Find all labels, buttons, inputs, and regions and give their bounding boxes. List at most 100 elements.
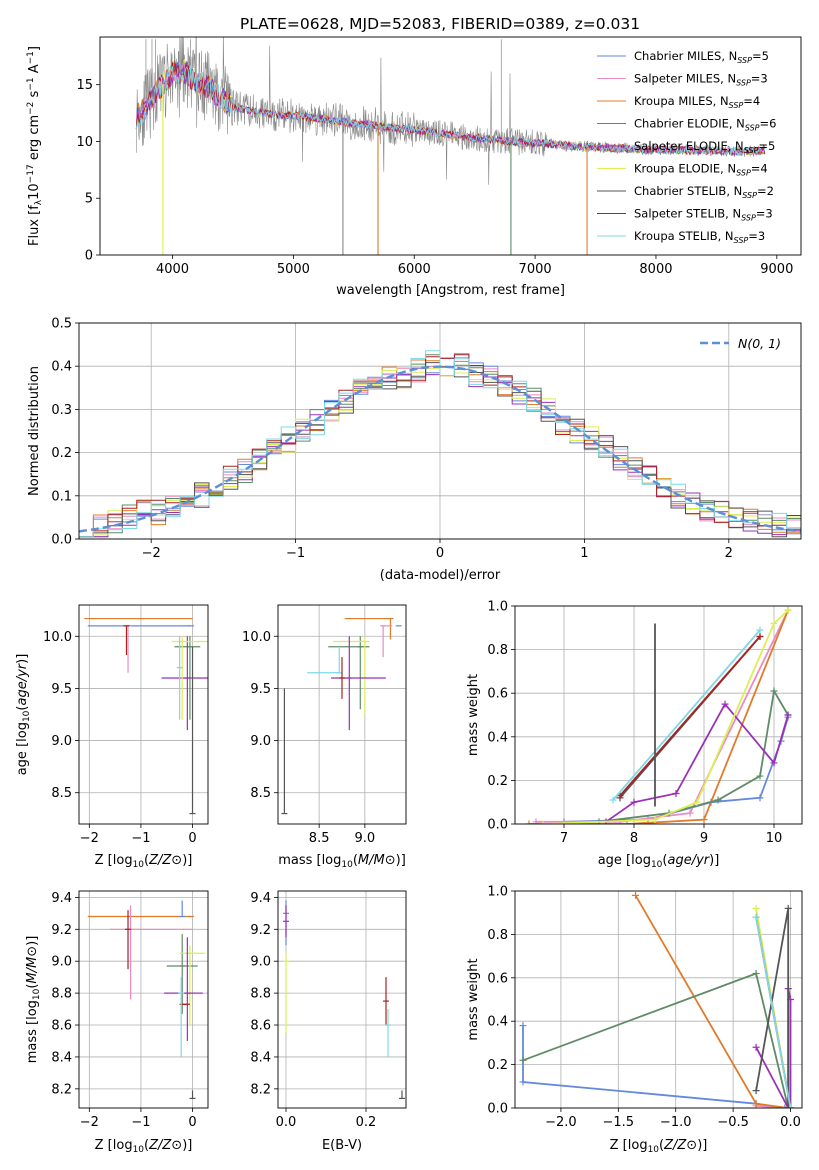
y-tick-label: 8.8 xyxy=(250,987,271,1002)
x-tick-label: 10 xyxy=(766,831,783,846)
x-tick-label: 2 xyxy=(725,546,733,561)
x-tick-label: 7000 xyxy=(519,262,552,277)
x-tick-label: −0.5 xyxy=(717,1115,749,1130)
weight-marker xyxy=(693,798,701,806)
x-tick-label: 7 xyxy=(560,831,568,846)
legend-label: Chabrier MILES, NSSP=5 xyxy=(634,49,769,65)
x-tick-label: −1 xyxy=(131,1115,150,1130)
x-axis-label: Z [log10(Z/Z⊙)] xyxy=(95,853,193,870)
plot-area xyxy=(79,350,801,538)
panel-age-vs-mass: 8.5 9.0 8.5 9.0 9.5 10.0 mass [log10(M/M⊙)] xyxy=(242,604,407,870)
y-tick-label: 0.0 xyxy=(51,533,72,548)
figure-title: PLATE=0628, MJD=52083, FIBERID=0389, z=0… xyxy=(240,15,640,33)
errorbar-point xyxy=(281,688,288,815)
panel-mass-vs-EBV: 0.0 0.2 8.2 8.4 8.6 8.8 9.0 9.2 9.4 E(B-V) xyxy=(250,890,407,1153)
legend-label: Kroupa MILES, NSSP=4 xyxy=(634,94,760,110)
weight-marker xyxy=(519,1056,527,1064)
grid xyxy=(278,605,406,824)
y-tick-label: 0.1 xyxy=(51,489,72,504)
x-axis-label: age [log10(age/yr)] xyxy=(598,853,720,870)
weight-marker xyxy=(651,816,659,824)
weight-marker xyxy=(784,1104,792,1108)
y-tick-label: 0 xyxy=(85,249,93,264)
x-tick-label: 0 xyxy=(188,1115,196,1130)
x-tick-label: −1 xyxy=(131,831,150,846)
errorbar-point xyxy=(176,636,183,720)
weight-marker xyxy=(539,820,547,824)
histogram-step xyxy=(79,350,801,538)
weight-marker xyxy=(752,1043,760,1051)
legend-label: N(0, 1) xyxy=(738,336,781,351)
axes-frame xyxy=(78,322,802,540)
y-tick-label: 0.3 xyxy=(51,403,72,418)
model-spectrum-line xyxy=(135,65,766,157)
weight-marker xyxy=(770,687,778,695)
errorbar-point xyxy=(125,910,132,970)
x-tick-label: 0.0 xyxy=(276,1115,297,1130)
panel-residual-histogram: −2 −1 0 1 2 0.0 0.1 0.2 0.3 0.4 0.5 (data-model)/er… xyxy=(27,317,802,583)
grid xyxy=(278,891,406,1108)
y-tick-label: 9.5 xyxy=(51,682,72,697)
x-axis-label: Z [log10(Z/Z⊙)] xyxy=(610,1138,708,1155)
grid xyxy=(79,891,208,1108)
x-tick-label: −1 xyxy=(286,546,305,561)
x-tick-label: 0.0 xyxy=(780,1115,801,1130)
axes-frame xyxy=(78,604,209,825)
x-tick-label: 0 xyxy=(188,831,196,846)
weight-marker xyxy=(519,1078,527,1086)
weight-marker xyxy=(532,818,540,824)
y-tick-label: 9.4 xyxy=(250,891,271,906)
x-axis-label: mass [log10(M/M⊙)] xyxy=(278,853,406,870)
x-tick-label: 6000 xyxy=(398,262,431,277)
x-tick-label: −2.0 xyxy=(545,1115,577,1130)
axes-frame xyxy=(78,890,209,1109)
y-tick-label: 15 xyxy=(76,78,93,93)
weight-line xyxy=(522,972,790,1108)
weight-marker xyxy=(519,1022,527,1030)
y-axis-label: Normed distribution xyxy=(27,366,42,496)
errorbar-point xyxy=(161,636,208,731)
weight-marker xyxy=(787,1104,795,1108)
plot-area xyxy=(135,37,766,255)
plot-area xyxy=(525,606,792,824)
weight-line xyxy=(605,702,789,823)
weight-marker xyxy=(525,820,533,824)
y-tick-label: 9.0 xyxy=(250,734,271,749)
y-tick-label: 9.0 xyxy=(51,734,72,749)
weight-line xyxy=(756,1104,791,1108)
y-tick-label: 0.5 xyxy=(51,317,72,332)
y-tick-label: 9.0 xyxy=(250,955,271,970)
errorbar-point xyxy=(332,636,370,715)
x-tick-label: 1 xyxy=(580,546,588,561)
errorbar-point xyxy=(380,625,393,658)
y-tick-label: 8.5 xyxy=(51,786,72,801)
legend-label: Chabrier STELIB, NSSP=2 xyxy=(634,184,774,200)
panel-weight-vs-Z: −2.0 −1.5 −1.0 −0.5 0.0 0.0 0.2 0.4 0.6 0.8 1.0 Z [… xyxy=(466,885,803,1155)
x-tick-label: 8 xyxy=(630,831,638,846)
weight-marker xyxy=(630,798,638,806)
errorbar-point xyxy=(179,900,186,918)
weight-marker xyxy=(756,633,764,641)
errorbar-point xyxy=(189,1090,196,1100)
weight-line xyxy=(529,610,789,824)
errorbar-point xyxy=(123,625,130,656)
weight-marker xyxy=(756,794,764,802)
normal-curve xyxy=(79,365,801,533)
plot-area xyxy=(87,900,206,1100)
y-tick-label: 0.2 xyxy=(487,1058,508,1073)
weight-marker xyxy=(721,700,729,708)
weight-marker xyxy=(632,891,640,899)
x-tick-label: 5000 xyxy=(277,262,310,277)
y-tick-label: 0.4 xyxy=(487,730,508,745)
errorbar-point xyxy=(189,646,196,815)
weight-line xyxy=(598,688,789,823)
errorbar-point xyxy=(307,646,343,674)
y-tick-label: 8.6 xyxy=(250,1019,271,1034)
y-tick-label: 10.0 xyxy=(43,630,72,645)
x-axis-label: wavelength [Angstrom, rest frame] xyxy=(336,283,565,298)
y-tick-label: 8.2 xyxy=(250,1082,271,1097)
weight-marker xyxy=(784,606,792,614)
grid xyxy=(79,605,208,824)
x-tick-label: −2 xyxy=(80,831,99,846)
